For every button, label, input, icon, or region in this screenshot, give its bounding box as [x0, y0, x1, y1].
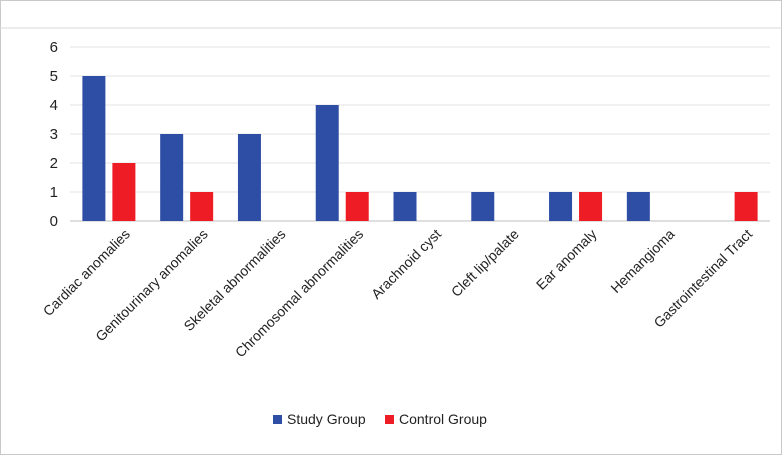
bar-study: [393, 192, 417, 221]
y-tick-label: 0: [50, 213, 58, 230]
bar-study: [626, 192, 650, 221]
bar-study: [160, 134, 184, 221]
y-tick-label: 4: [50, 97, 58, 114]
x-tick-label: Chromosomal abnormalities: [232, 226, 367, 361]
legend-label: Study Group: [287, 411, 366, 427]
legend-swatch: [273, 415, 282, 424]
y-tick-label: 2: [50, 155, 58, 172]
x-tick-label: Arachnoid cyst: [368, 226, 444, 302]
bar-control: [579, 192, 603, 221]
bar-study: [82, 76, 106, 221]
bar-study: [315, 105, 339, 221]
y-tick-label: 3: [50, 126, 58, 143]
bar-study: [471, 192, 495, 221]
bar-study: [549, 192, 573, 221]
x-tick-label: Hemangioma: [607, 226, 677, 296]
y-tick-label: 1: [50, 184, 58, 201]
bar-control: [734, 192, 758, 221]
x-tick-label: Cleft lip/palate: [448, 226, 522, 300]
x-tick-label: Ear anomaly: [533, 226, 600, 293]
bar-study: [237, 134, 261, 221]
legend-swatch: [385, 415, 394, 424]
bar-control: [112, 163, 136, 221]
bar-control: [345, 192, 369, 221]
y-tick-label: 5: [50, 68, 58, 85]
y-tick-label: 6: [50, 39, 58, 56]
bar-control: [190, 192, 214, 221]
legend-label: Control Group: [399, 411, 487, 427]
